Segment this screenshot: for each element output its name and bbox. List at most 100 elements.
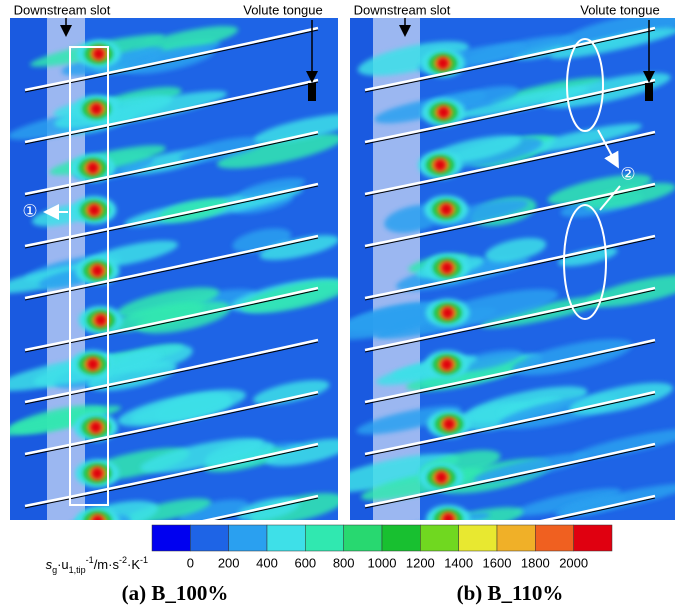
colorbar-swatch: [573, 524, 613, 552]
contour-blob: [350, 453, 459, 493]
contour-blob: [523, 123, 642, 153]
blade: [24, 442, 319, 508]
blade-edge: [364, 29, 656, 93]
label-part: 1,tip: [69, 565, 86, 575]
contour-blob: [356, 406, 462, 435]
blade-edge: [364, 445, 656, 509]
contour-blob: [92, 47, 105, 60]
colorbar-label: sg·u1,tip-1/m·s-2·K-1: [46, 555, 148, 575]
contour-blob: [178, 499, 249, 520]
blade: [364, 26, 656, 92]
arrow: [599, 185, 621, 211]
contour-blob: [421, 507, 524, 520]
colorbar-swatch: [535, 524, 574, 552]
marker-label: ②: [620, 164, 635, 183]
contour-blob: [240, 178, 306, 198]
contour-blob: [86, 360, 177, 391]
contour-blob: [498, 397, 563, 418]
contour-blob: [105, 303, 204, 332]
blade-edge: [24, 29, 319, 93]
volute-tongue: [645, 83, 653, 101]
contour-blob: [455, 86, 588, 118]
blade: [24, 338, 319, 404]
label-part: -1: [86, 555, 94, 565]
contour-blob: [86, 161, 99, 174]
label-part: ·u: [57, 557, 69, 572]
contour-blob: [513, 488, 621, 516]
contour-blob: [240, 280, 338, 314]
contour-blob: [90, 102, 103, 115]
blade-edge: [24, 81, 319, 145]
blade-edge: [24, 341, 319, 405]
tongue-label: Volute tongue: [580, 2, 660, 17]
colorbar-tick-label: 1600: [483, 555, 512, 570]
colorbar-swatch: [305, 524, 344, 552]
contour-blob: [86, 358, 99, 371]
blade-edge: [24, 289, 319, 353]
blade-edge: [364, 289, 656, 353]
contour-blob: [558, 247, 618, 267]
contour-blob: [117, 389, 246, 427]
blade: [202, 494, 319, 520]
contour-blob: [350, 303, 453, 340]
contour-blob: [140, 438, 264, 473]
volute-tongue: [308, 83, 316, 101]
colorbar-tick-label: 1000: [368, 555, 397, 570]
contour-blob: [549, 27, 675, 59]
highlight-box: [69, 46, 109, 506]
colorbar-swatch: [381, 524, 421, 552]
blade-edge: [214, 497, 319, 520]
marker-label: ①: [22, 201, 37, 220]
contour-blob: [435, 471, 448, 484]
blade: [364, 286, 656, 352]
blade-edge: [552, 497, 656, 520]
colorbar-tick-label: 1800: [521, 555, 550, 570]
contour-blob: [254, 114, 338, 144]
contour-blob: [554, 483, 675, 516]
colorbar-tick-label: 800: [333, 555, 355, 570]
colorbar-swatch: [420, 524, 459, 552]
highlight-ellipse: [563, 204, 607, 320]
contour-blob: [179, 137, 264, 163]
blade-edge: [24, 393, 319, 457]
contour-blob: [253, 380, 330, 405]
blade: [364, 78, 656, 144]
slot-label: Downstream slot: [14, 2, 111, 17]
caption: (b) B_110%: [457, 581, 564, 605]
contour-blob: [473, 453, 590, 483]
contour-blob: [441, 306, 454, 319]
blade-edge: [24, 133, 319, 197]
blade-edge: [364, 81, 656, 145]
blade: [364, 442, 656, 508]
blade: [24, 78, 319, 144]
contour-blob: [440, 203, 453, 216]
blade-edge: [24, 445, 319, 509]
blade: [24, 286, 319, 352]
contour-blob: [216, 133, 338, 169]
colorbar-swatch: [266, 524, 306, 552]
label-part: -2: [119, 555, 127, 565]
colorbar-tick-label: 400: [256, 555, 278, 570]
blade: [24, 182, 319, 248]
blade-edge: [364, 185, 656, 249]
blade: [24, 130, 319, 196]
contour-blob: [265, 438, 338, 467]
contour-blob: [437, 106, 450, 119]
colorbar-swatch: [190, 524, 229, 552]
contour-panel: [350, 18, 675, 520]
colorbar-tick-label: 1400: [444, 555, 473, 570]
blade-edge: [364, 237, 656, 301]
contour-blob: [91, 264, 104, 277]
label-part: s: [46, 557, 53, 572]
blade: [540, 494, 656, 520]
blade: [364, 390, 656, 456]
tongue-label: Volute tongue: [243, 2, 323, 17]
contour-blob: [89, 421, 102, 434]
colorbar-swatch: [458, 524, 498, 552]
contour-blob: [442, 512, 455, 520]
contour-blob: [93, 90, 228, 125]
contour-blob: [440, 358, 453, 371]
colorbar-swatch: [228, 524, 268, 552]
contour-blob: [448, 86, 519, 110]
